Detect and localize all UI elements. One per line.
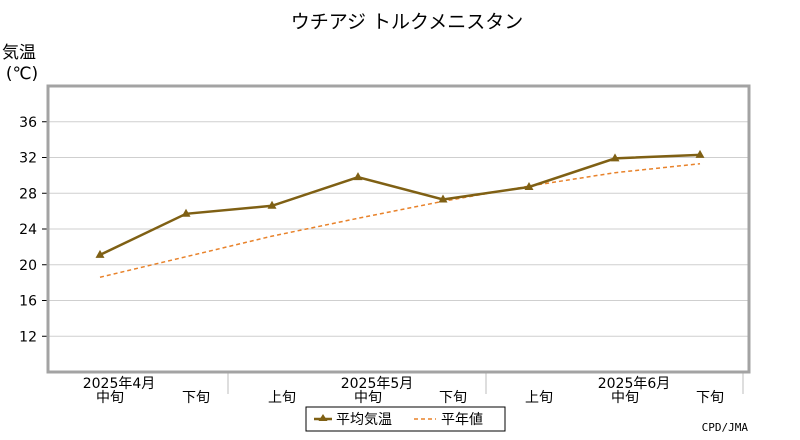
y-axis-label: 気温 <box>2 43 36 63</box>
x-month-label: 2025年5月 <box>341 376 414 392</box>
x-month-label: 2025年6月 <box>598 376 671 392</box>
legend-label-normal: 平年値 <box>441 412 483 428</box>
data-point-average <box>524 181 534 190</box>
plot-frame <box>46 84 751 374</box>
series-line-normal <box>99 163 701 278</box>
x-tick-label: 上旬 <box>525 390 553 406</box>
legend-label-avg: 平均気温 <box>336 412 392 428</box>
legend: 平均気温 平年値 <box>305 406 506 432</box>
x-tick-label: 下旬 <box>439 390 467 406</box>
data-point-average <box>695 149 705 158</box>
x-tick-label: 中旬 <box>611 390 639 406</box>
y-tick-labels: 12 16 20 24 28 32 36 <box>19 115 37 346</box>
y-tick-label: 16 <box>19 294 37 310</box>
y-tick-label: 24 <box>19 222 37 238</box>
x-tick-label: 下旬 <box>182 390 210 406</box>
data-point-average <box>353 172 363 181</box>
data-point-average <box>267 200 277 209</box>
y-tick-label: 12 <box>19 329 37 345</box>
series-group <box>95 149 705 278</box>
x-tick-label: 中旬 <box>354 390 382 406</box>
chart-title: ウチアジ トルクメニスタン <box>291 11 524 33</box>
x-tick-label: 中旬 <box>96 390 124 406</box>
y-tick-label: 36 <box>19 115 37 131</box>
legend-box <box>305 406 506 432</box>
credit-label: CPD/JMA <box>702 421 749 434</box>
data-point-average <box>95 249 105 258</box>
x-tick-label: 上旬 <box>268 390 296 406</box>
data-point-average <box>438 194 448 203</box>
series-line-average <box>99 153 701 257</box>
legend-marker-avg-triangle <box>318 414 328 421</box>
x-axis: 中旬 下旬 上旬 中旬 下旬 上旬 中旬 下旬 2025年4月 2025年5月 2025年6月 <box>83 372 744 406</box>
x-tick-label: 下旬 <box>696 390 724 406</box>
y-tick-label: 20 <box>19 258 37 274</box>
grid-lines <box>42 121 749 337</box>
y-axis-unit: (℃) <box>6 64 38 84</box>
y-tick-label: 32 <box>19 151 37 167</box>
data-point-average <box>181 208 191 217</box>
x-month-label: 2025年4月 <box>83 376 156 392</box>
data-point-average <box>610 153 620 162</box>
y-tick-label: 28 <box>19 186 37 202</box>
